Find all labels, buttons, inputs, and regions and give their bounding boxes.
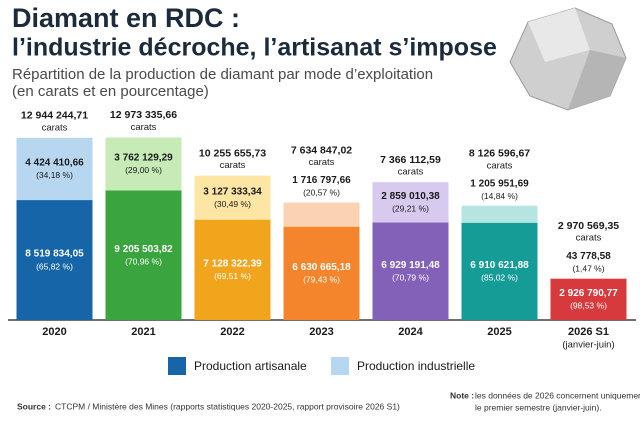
x-tick-label: 2020 <box>42 326 66 338</box>
value-label: 3 127 333,34 <box>203 186 262 197</box>
diamond-facet <box>528 8 590 62</box>
percent-label: (70,79 %) <box>392 272 429 282</box>
note: les données de 2026 concernent uniquemen… <box>475 390 640 400</box>
bar-segment <box>16 200 93 320</box>
total-label: 10 255 655,73 <box>199 147 266 159</box>
percent-label: (98,53 %) <box>570 301 607 311</box>
bar-segment <box>283 226 360 320</box>
total-label: 12 973 335,66 <box>110 109 177 121</box>
x-tick-note: (janvier-juin) <box>562 340 614 351</box>
bar-segment <box>372 222 449 320</box>
value-label: 6 929 191,48 <box>381 260 440 271</box>
value-label: 3 762 129,29 <box>114 153 173 164</box>
bar-segment <box>194 175 271 220</box>
source-label: Source : <box>17 401 51 411</box>
legend-swatch <box>168 357 186 375</box>
value-label: 6 630 665,18 <box>292 262 351 273</box>
total-unit: carats <box>576 233 602 244</box>
legend-label: Production artisanale <box>194 359 307 373</box>
source: CTCPM / Ministère des Mines (rapports st… <box>55 401 400 411</box>
value-label: 8 519 834,05 <box>25 249 84 260</box>
value-label: 9 205 503,82 <box>114 244 173 255</box>
total-unit: carats <box>398 167 424 178</box>
percent-label: (34,18 %) <box>36 170 73 180</box>
percent-label: (29,00 %) <box>125 165 162 175</box>
value-label: 43 778,58 <box>566 251 611 262</box>
note-label: Note : <box>450 390 474 400</box>
total-unit: carats <box>131 122 157 133</box>
value-label: 1 716 797,66 <box>292 175 351 186</box>
total-label: 7 366 112,59 <box>380 154 441 166</box>
value-label: 2 859 010,38 <box>381 191 440 202</box>
percent-label: (20,57 %) <box>303 188 340 198</box>
percent-label: (69,51 %) <box>214 271 251 281</box>
total-label: 8 126 596,67 <box>469 148 530 160</box>
bar-segment <box>16 137 93 201</box>
percent-label: (29,21 %) <box>392 204 429 214</box>
legend-swatch <box>331 357 349 375</box>
bar-segment <box>461 205 538 223</box>
bar-segment <box>105 190 182 320</box>
percent-label: (65,82 %) <box>36 261 73 271</box>
percent-label: (79,43 %) <box>303 275 340 285</box>
value-label: 1 205 951,69 <box>470 178 529 189</box>
value-label: 6 910 621,88 <box>470 260 529 271</box>
chart-title: l’industrie décroche, l’artisanat s’impo… <box>12 34 497 62</box>
bar-segment <box>461 222 538 320</box>
bar-segment <box>372 182 449 223</box>
x-tick-label: 2021 <box>131 326 155 338</box>
bar-segment <box>105 137 182 191</box>
value-label: 7 128 322,39 <box>203 258 262 269</box>
diamond-facet <box>568 50 626 110</box>
total-label: 12 944 244,71 <box>21 110 88 122</box>
bar-segment <box>194 219 271 320</box>
total-label: 7 634 847,02 <box>291 144 352 156</box>
x-tick-label: 2026 S1 <box>568 326 609 338</box>
x-tick-label: 2024 <box>398 326 423 338</box>
chart-title: Diamant en RDC : <box>12 3 240 33</box>
percent-label: (1,47 %) <box>572 263 604 273</box>
value-label: 2 926 790,77 <box>559 288 618 299</box>
note: le premier semestre (janvier-juin). <box>475 402 602 412</box>
x-tick-label: 2025 <box>487 326 511 338</box>
x-tick-label: 2023 <box>309 326 333 338</box>
bar-segment <box>550 278 627 279</box>
percent-label: (14,84 %) <box>481 191 518 201</box>
percent-label: (30,49 %) <box>214 199 251 209</box>
x-tick-label: 2022 <box>220 326 244 338</box>
total-unit: carats <box>309 157 335 168</box>
chart-subtitle: Répartition de la production de diamant … <box>12 66 433 83</box>
percent-label: (70,96 %) <box>125 256 162 266</box>
value-label: 4 424 410,66 <box>25 158 84 169</box>
total-unit: carats <box>220 160 246 171</box>
total-label: 2 970 569,35 <box>558 220 619 232</box>
bar-segment <box>550 278 627 320</box>
chart-subtitle: (en carats et en pourcentage) <box>12 83 209 100</box>
total-unit: carats <box>42 122 68 133</box>
legend-label: Production industrielle <box>357 359 475 373</box>
bar-segment <box>283 202 360 227</box>
total-unit: carats <box>487 160 513 171</box>
percent-label: (85,02 %) <box>481 273 518 283</box>
